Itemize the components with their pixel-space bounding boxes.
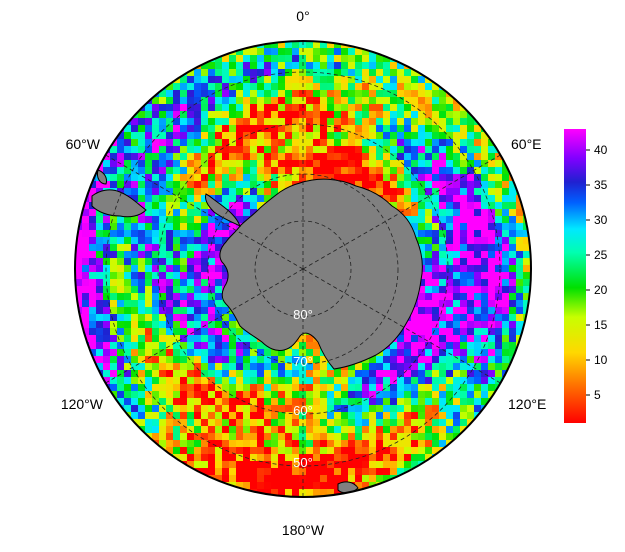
antarctica-landmass	[91, 169, 423, 494]
lon-label-120e: 120°E	[508, 396, 546, 412]
colorbar-gradient	[564, 129, 586, 423]
colorbar-tick-label: 30	[594, 213, 608, 227]
colorbar-tick-label: 35	[594, 178, 608, 192]
map-boundary	[74, 40, 532, 498]
lon-label-180w: 180°W	[282, 522, 325, 538]
colorbar-tick-label: 25	[594, 248, 608, 262]
colorbar-tick-label: 15	[594, 318, 608, 332]
colorbar-tick-label: 40	[594, 143, 608, 157]
colorbar-tick-label: 10	[594, 353, 608, 367]
latitude-labels: 80° 70° 60° 50°	[293, 307, 313, 470]
lon-label-60e: 60°E	[511, 136, 542, 152]
lon-label-0: 0°	[296, 8, 309, 24]
lon-label-60w: 60°W	[66, 136, 101, 152]
lat-label-70: 70°	[293, 354, 313, 369]
colorbar: 5 10 15 20 25 30 35 40	[564, 129, 608, 423]
colorbar-tick-label: 20	[594, 283, 608, 297]
lat-label-50: 50°	[293, 455, 313, 470]
colorbar-tick-label: 5	[594, 388, 601, 402]
lat-label-80: 80°	[293, 307, 313, 322]
lat-label-60: 60°	[293, 403, 313, 418]
lon-label-120w: 120°W	[61, 396, 104, 412]
longitude-labels: 0° 60°E 120°E 180°W 120°W 60°W	[61, 8, 546, 538]
graticule-lines	[105, 41, 501, 497]
